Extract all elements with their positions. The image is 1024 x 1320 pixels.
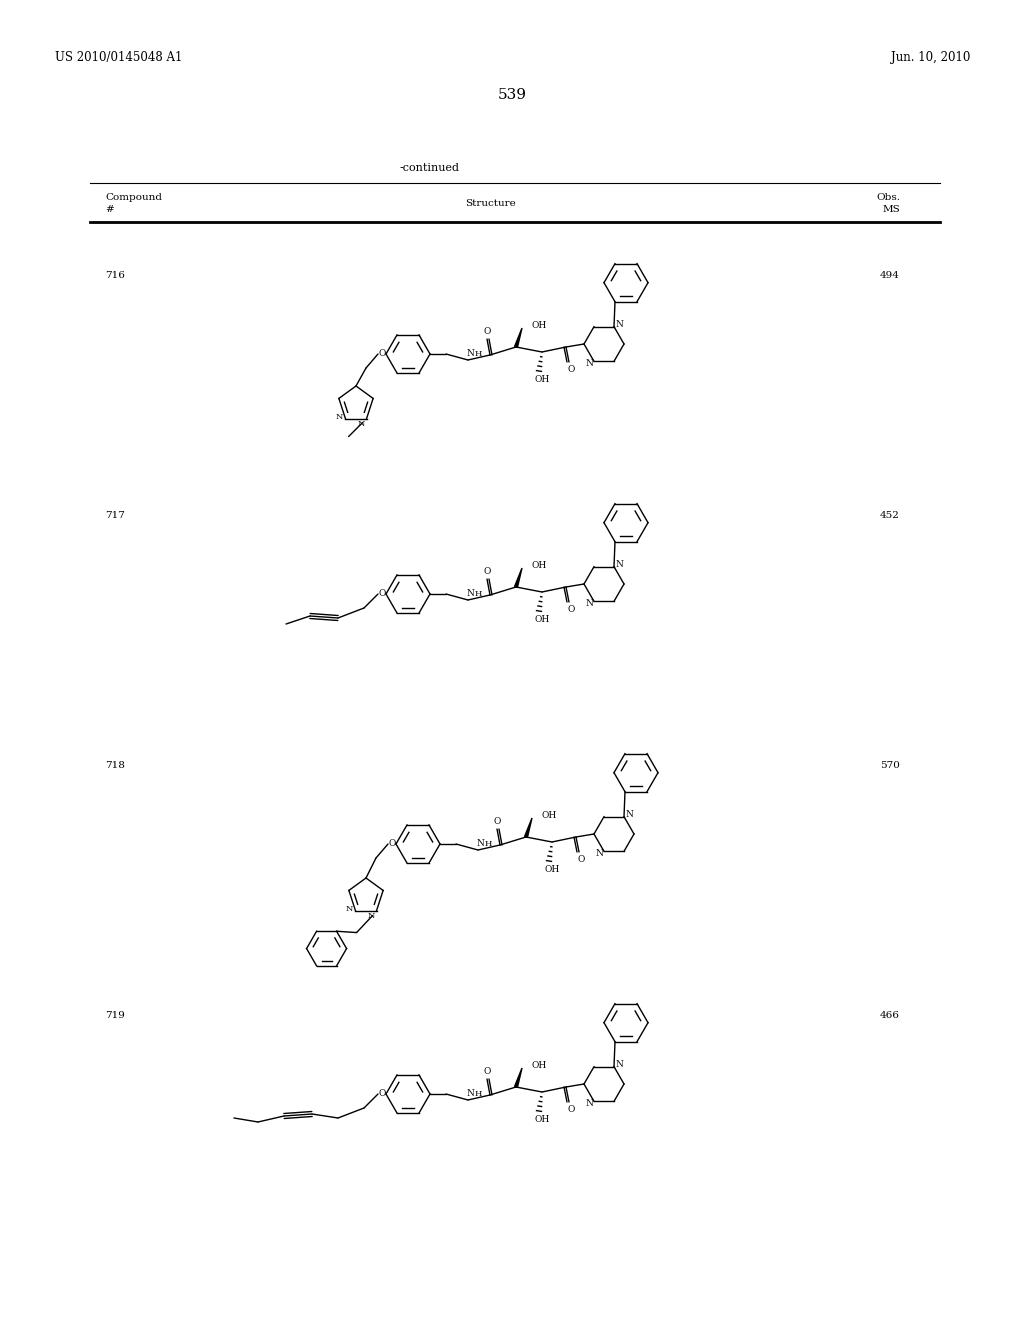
Polygon shape xyxy=(515,568,522,587)
Text: O: O xyxy=(483,1068,490,1077)
Text: #: # xyxy=(105,206,114,214)
Text: H: H xyxy=(474,590,481,598)
Text: OH: OH xyxy=(545,865,560,874)
Text: N: N xyxy=(625,810,633,820)
Text: N: N xyxy=(615,1060,623,1069)
Text: Compound: Compound xyxy=(105,193,162,202)
Text: Jun. 10, 2010: Jun. 10, 2010 xyxy=(891,51,970,65)
Text: OH: OH xyxy=(532,561,547,569)
Text: N: N xyxy=(466,1089,474,1098)
Text: O: O xyxy=(494,817,501,826)
Text: O: O xyxy=(483,568,490,577)
Text: O: O xyxy=(378,1089,386,1098)
Text: N: N xyxy=(585,599,593,607)
Text: O: O xyxy=(378,590,386,598)
Text: Structure: Structure xyxy=(465,198,515,207)
Text: N: N xyxy=(585,1098,593,1107)
Text: N: N xyxy=(368,912,375,920)
Text: N: N xyxy=(615,560,623,569)
Text: H: H xyxy=(474,1090,481,1098)
Text: OH: OH xyxy=(532,321,547,330)
Text: H: H xyxy=(484,840,492,847)
Polygon shape xyxy=(515,327,522,347)
Text: O: O xyxy=(567,605,574,614)
Text: O: O xyxy=(388,840,395,849)
Text: N: N xyxy=(595,849,603,858)
Text: US 2010/0145048 A1: US 2010/0145048 A1 xyxy=(55,51,182,65)
Text: N: N xyxy=(615,321,623,329)
Text: OH: OH xyxy=(535,375,550,384)
Text: OH: OH xyxy=(532,1060,547,1069)
Text: O: O xyxy=(578,854,585,863)
Text: 719: 719 xyxy=(105,1011,125,1019)
Text: Obs.: Obs. xyxy=(876,193,900,202)
Text: N: N xyxy=(358,420,366,428)
Polygon shape xyxy=(524,818,532,837)
Text: O: O xyxy=(567,364,574,374)
Text: N: N xyxy=(336,413,343,421)
Text: 494: 494 xyxy=(880,271,900,280)
Text: N: N xyxy=(585,359,593,368)
Text: 570: 570 xyxy=(880,760,900,770)
Text: O: O xyxy=(378,350,386,359)
Text: N: N xyxy=(476,840,484,849)
Text: OH: OH xyxy=(535,615,550,623)
Polygon shape xyxy=(515,1068,522,1088)
Text: -continued: -continued xyxy=(400,162,460,173)
Text: 716: 716 xyxy=(105,271,125,280)
Text: OH: OH xyxy=(535,1114,550,1123)
Text: 717: 717 xyxy=(105,511,125,520)
Text: 452: 452 xyxy=(880,511,900,520)
Text: N: N xyxy=(466,590,474,598)
Text: 539: 539 xyxy=(498,88,526,102)
Text: H: H xyxy=(474,350,481,358)
Text: O: O xyxy=(567,1105,574,1114)
Text: N: N xyxy=(466,350,474,359)
Text: MS: MS xyxy=(883,206,900,214)
Text: OH: OH xyxy=(542,810,557,820)
Text: O: O xyxy=(483,327,490,337)
Text: 466: 466 xyxy=(880,1011,900,1019)
Text: 718: 718 xyxy=(105,760,125,770)
Text: N: N xyxy=(346,904,353,912)
